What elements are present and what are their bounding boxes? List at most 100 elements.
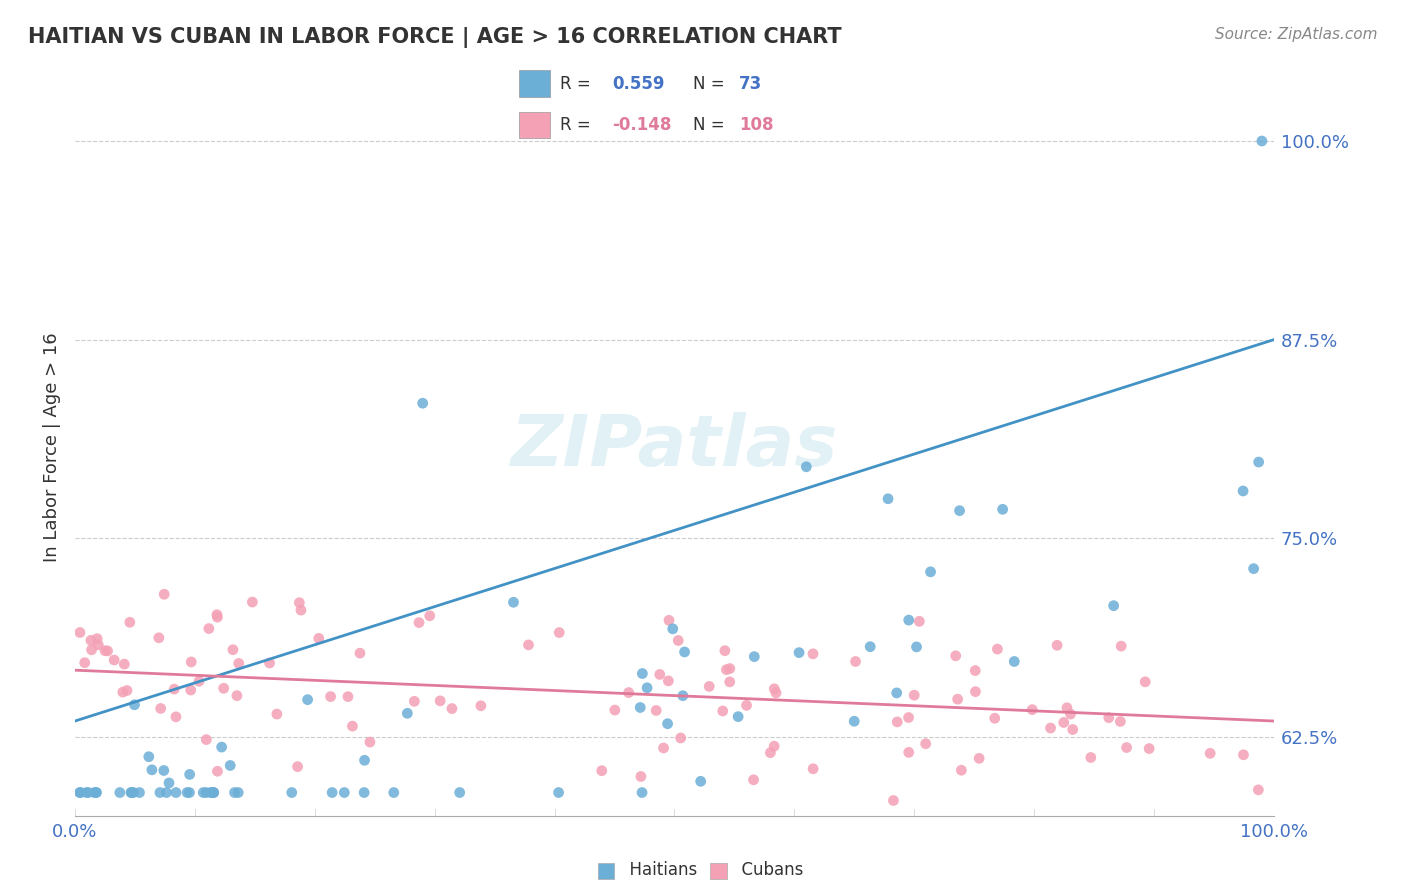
Point xyxy=(1243,561,1265,575)
Point xyxy=(290,603,312,617)
Point xyxy=(359,735,381,749)
Text: Haitians: Haitians xyxy=(619,861,697,879)
Point xyxy=(319,690,342,704)
Point xyxy=(94,644,117,658)
Point xyxy=(886,714,908,729)
Point xyxy=(163,682,186,697)
Point xyxy=(201,785,224,799)
Point xyxy=(689,774,711,789)
Point xyxy=(440,701,463,715)
Point xyxy=(121,785,143,799)
Point xyxy=(591,764,613,778)
Point xyxy=(1062,723,1084,737)
Point xyxy=(908,615,931,629)
Point xyxy=(128,785,150,799)
Point xyxy=(202,785,225,799)
Point xyxy=(897,710,920,724)
Point xyxy=(342,719,364,733)
Point xyxy=(176,785,198,799)
Point xyxy=(1137,741,1160,756)
Point xyxy=(631,785,654,799)
Point xyxy=(1053,715,1076,730)
Point xyxy=(195,732,218,747)
Point xyxy=(259,656,281,670)
Point xyxy=(844,714,866,729)
Point xyxy=(470,698,492,713)
Point xyxy=(404,694,426,708)
Point xyxy=(157,776,180,790)
Point xyxy=(205,607,228,622)
Point xyxy=(1039,721,1062,735)
Point xyxy=(859,640,882,654)
Point xyxy=(657,673,679,688)
Point xyxy=(87,638,110,652)
Point xyxy=(180,683,202,698)
Point xyxy=(120,785,142,799)
Point xyxy=(1232,747,1254,762)
Point xyxy=(408,615,430,630)
Point xyxy=(914,737,936,751)
Point xyxy=(219,758,242,772)
Point xyxy=(1115,740,1137,755)
Point xyxy=(735,698,758,713)
Point xyxy=(658,613,681,627)
Point xyxy=(333,785,356,799)
Point xyxy=(83,785,105,799)
Point xyxy=(297,692,319,706)
Point xyxy=(984,711,1007,725)
Point xyxy=(429,694,451,708)
Point xyxy=(1046,638,1069,652)
Point xyxy=(108,785,131,799)
Point xyxy=(207,764,229,779)
Point xyxy=(86,785,108,799)
Point xyxy=(765,686,787,700)
Point xyxy=(118,615,141,630)
Point xyxy=(903,688,925,702)
Point xyxy=(193,785,215,799)
Point xyxy=(886,686,908,700)
Point xyxy=(153,587,176,601)
Point xyxy=(222,642,245,657)
Point xyxy=(948,504,970,518)
Text: N =: N = xyxy=(693,116,724,134)
Point xyxy=(80,633,103,648)
Point xyxy=(794,459,817,474)
Point xyxy=(266,707,288,722)
Point xyxy=(1098,711,1121,725)
Point xyxy=(759,746,782,760)
Point xyxy=(945,648,967,663)
Point xyxy=(224,785,246,799)
Point xyxy=(179,767,201,781)
Point xyxy=(148,631,170,645)
FancyBboxPatch shape xyxy=(519,112,550,138)
Point xyxy=(787,646,810,660)
Point xyxy=(124,698,146,712)
Point xyxy=(727,709,749,723)
Point xyxy=(763,739,786,754)
Point xyxy=(991,502,1014,516)
Point xyxy=(1247,783,1270,797)
Point xyxy=(965,664,987,678)
Point xyxy=(845,655,868,669)
Point xyxy=(155,785,177,799)
Point xyxy=(200,785,222,799)
Point xyxy=(202,785,225,799)
Point xyxy=(349,646,371,660)
Point xyxy=(920,565,942,579)
Point xyxy=(1232,483,1254,498)
Point xyxy=(882,793,904,807)
Point xyxy=(897,613,920,627)
Point xyxy=(697,680,720,694)
Text: Source: ZipAtlas.com: Source: ZipAtlas.com xyxy=(1215,27,1378,42)
Point xyxy=(742,772,765,787)
Point xyxy=(449,785,471,799)
Point xyxy=(636,681,658,695)
Point xyxy=(801,762,824,776)
Point xyxy=(905,640,928,654)
Point xyxy=(669,731,692,745)
Point xyxy=(97,644,120,658)
Point xyxy=(165,710,187,724)
Point xyxy=(396,706,419,721)
Point xyxy=(652,741,675,756)
Point xyxy=(112,657,135,672)
